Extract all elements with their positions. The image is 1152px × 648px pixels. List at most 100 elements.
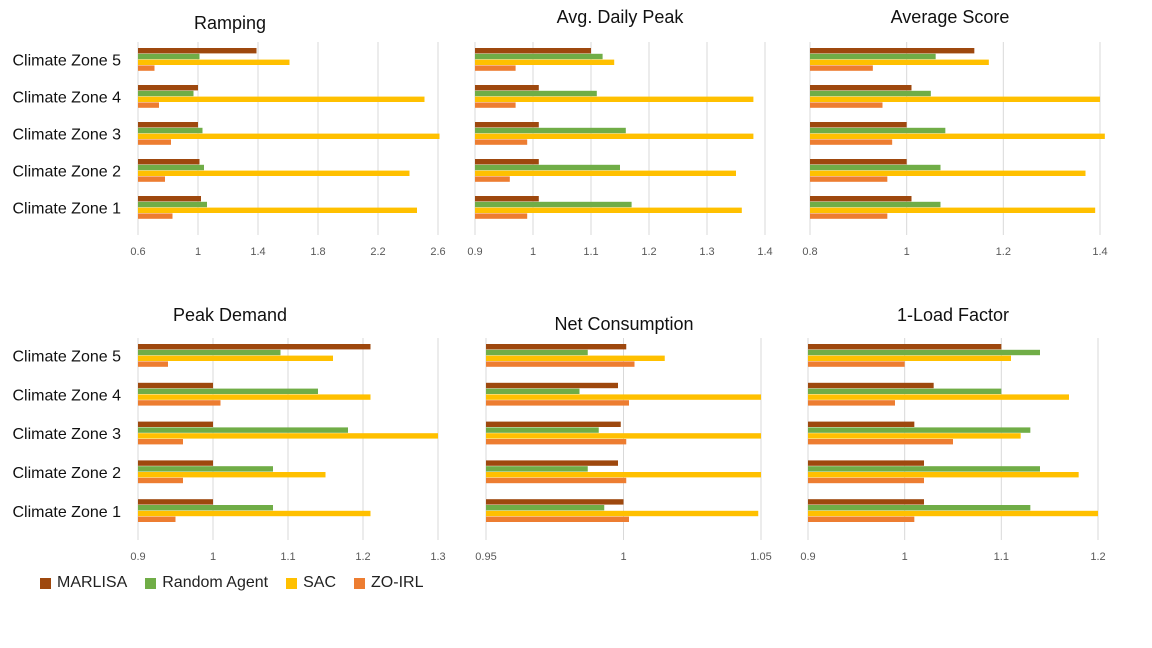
- average-score-tick-label-0: 0.8: [802, 246, 817, 258]
- average-score-bar-climate-zone-1-marlisa: [810, 196, 912, 202]
- 1-load-factor-bar-climate-zone-2-zo-irl: [808, 477, 924, 484]
- avg-daily-peak-bar-climate-zone-2-zo-irl: [475, 176, 510, 182]
- 1-load-factor-bar-climate-zone-1-sac: [808, 510, 1098, 517]
- peak-demand-category-label-climate-zone-2: Climate Zone 2: [13, 465, 122, 482]
- avg-daily-peak-tick-label-3: 1.2: [641, 246, 656, 258]
- avg-daily-peak-bar-climate-zone-1-random-agent: [475, 201, 632, 208]
- 1-load-factor-tick-label-0: 0.9: [800, 551, 815, 563]
- avg-daily-peak-bar-climate-zone-1-marlisa: [475, 196, 539, 202]
- ramping-tick-label-4: 2.2: [370, 246, 385, 258]
- 1-load-factor-tick-label-2: 1.1: [994, 551, 1009, 563]
- avg-daily-peak-bar-climate-zone-5-zo-irl: [475, 65, 516, 71]
- 1-load-factor-bar-climate-zone-4-zo-irl: [808, 400, 895, 406]
- ramping-bar-climate-zone-1-marlisa: [138, 196, 201, 202]
- peak-demand-bar-climate-zone-3-marlisa: [138, 421, 213, 427]
- peak-demand-tick-label-4: 1.3: [430, 551, 445, 563]
- 1-load-factor-bar-climate-zone-5-random-agent: [808, 349, 1040, 356]
- ramping-tick-label-2: 1.4: [250, 246, 265, 258]
- ramping-bar-climate-zone-4-random-agent: [138, 90, 194, 97]
- avg-daily-peak-bar-climate-zone-4-random-agent: [475, 90, 597, 97]
- net-consumption-bar-climate-zone-5-zo-irl: [486, 361, 635, 367]
- average-score-bar-climate-zone-5-zo-irl: [810, 65, 873, 71]
- ramping-bar-climate-zone-2-random-agent: [138, 164, 204, 171]
- ramping-category-label-climate-zone-4: Climate Zone 4: [13, 90, 122, 107]
- ramping-bar-climate-zone-3-marlisa: [138, 122, 198, 128]
- net-consumption-tick-label-1: 1: [620, 551, 626, 563]
- avg-daily-peak-bar-climate-zone-2-random-agent: [475, 164, 620, 171]
- legend-swatch-random-agent: [145, 577, 157, 589]
- legend-label-sac: SAC: [303, 574, 337, 591]
- legend-label-zo-irl: ZO-IRL: [371, 574, 424, 591]
- average-score-bar-climate-zone-3-zo-irl: [810, 139, 893, 145]
- legend-item-zo-irl: ZO-IRL: [354, 574, 423, 592]
- peak-demand-bar-climate-zone-5-zo-irl: [138, 361, 168, 367]
- average-score-bar-climate-zone-2-marlisa: [810, 159, 907, 165]
- net-consumption-bar-climate-zone-3-sac: [486, 433, 761, 439]
- ramping-bar-climate-zone-2-zo-irl: [138, 176, 165, 182]
- peak-demand-bar-climate-zone-5-marlisa: [138, 344, 371, 350]
- peak-demand-bar-climate-zone-4-random-agent: [138, 388, 318, 394]
- 1-load-factor-bar-climate-zone-1-random-agent: [808, 505, 1031, 511]
- avg-daily-peak-bar-climate-zone-3-sac: [475, 133, 754, 139]
- peak-demand-category-label-climate-zone-1: Climate Zone 1: [13, 504, 122, 521]
- average-score-bar-climate-zone-5-sac: [810, 59, 989, 65]
- peak-demand-bar-climate-zone-3-zo-irl: [138, 439, 183, 445]
- avg-daily-peak-bar-climate-zone-4-marlisa: [475, 85, 539, 91]
- ramping-bar-climate-zone-2-marlisa: [138, 159, 200, 165]
- legend-label-random-agent: Random Agent: [162, 574, 269, 591]
- peak-demand-bar-climate-zone-1-marlisa: [138, 499, 213, 505]
- legend-label-marlisa: MARLISA: [57, 574, 128, 591]
- net-consumption-title: Net Consumption: [554, 314, 693, 334]
- avg-daily-peak-bar-climate-zone-3-random-agent: [475, 127, 626, 134]
- ramping-bar-climate-zone-4-marlisa: [138, 85, 198, 91]
- legend-item-marlisa: MARLISA: [40, 574, 127, 592]
- 1-load-factor-tick-label-3: 1.2: [1090, 551, 1105, 563]
- average-score-bar-climate-zone-1-random-agent: [810, 201, 941, 208]
- net-consumption-bar-climate-zone-3-random-agent: [486, 427, 599, 433]
- net-consumption-bar-climate-zone-4-zo-irl: [486, 400, 629, 406]
- avg-daily-peak-bar-climate-zone-5-random-agent: [475, 53, 603, 60]
- net-consumption-bar-climate-zone-1-random-agent: [486, 505, 605, 511]
- ramping-category-label-climate-zone-3: Climate Zone 3: [13, 127, 122, 144]
- average-score-bar-climate-zone-3-random-agent: [810, 127, 946, 134]
- legend-swatch-zo-irl: [354, 577, 366, 589]
- average-score-bar-climate-zone-2-sac: [810, 170, 1086, 176]
- peak-demand-bar-climate-zone-2-sac: [138, 472, 326, 478]
- legend-swatch-marlisa: [40, 577, 51, 589]
- peak-demand-bar-climate-zone-5-sac: [138, 355, 333, 361]
- peak-demand-category-label-climate-zone-5: Climate Zone 5: [13, 349, 122, 366]
- net-consumption-bar-climate-zone-5-marlisa: [486, 344, 627, 350]
- ramping-bar-climate-zone-1-zo-irl: [138, 213, 173, 219]
- ramping-tick-label-3: 1.8: [310, 246, 325, 258]
- peak-demand-tick-label-2: 1.1: [280, 551, 295, 563]
- avg-daily-peak-bar-climate-zone-5-sac: [475, 59, 615, 65]
- ramping-bar-climate-zone-3-zo-irl: [138, 139, 171, 145]
- avg-daily-peak-bar-climate-zone-3-marlisa: [475, 122, 539, 128]
- ramping-bar-climate-zone-4-sac: [138, 96, 425, 102]
- peak-demand-bar-climate-zone-4-marlisa: [138, 382, 213, 389]
- ramping-category-label-climate-zone-5: Climate Zone 5: [13, 53, 122, 70]
- avg-daily-peak-bar-climate-zone-5-marlisa: [475, 48, 591, 54]
- legend: MARLISA Random Agent SAC ZO-IRL: [40, 574, 441, 592]
- ramping-bar-climate-zone-4-zo-irl: [138, 102, 159, 108]
- ramping-tick-label-5: 2.6: [430, 246, 445, 258]
- avg-daily-peak-tick-label-0: 0.9: [467, 246, 482, 258]
- peak-demand-bar-climate-zone-4-sac: [138, 394, 371, 400]
- 1-load-factor-bar-climate-zone-3-marlisa: [808, 421, 915, 427]
- 1-load-factor-bar-climate-zone-2-sac: [808, 472, 1079, 478]
- ramping-category-label-climate-zone-2: Climate Zone 2: [13, 164, 122, 181]
- avg-daily-peak-title: Avg. Daily Peak: [557, 7, 685, 27]
- net-consumption-bar-climate-zone-3-zo-irl: [486, 439, 627, 445]
- ramping-bar-climate-zone-5-zo-irl: [138, 65, 155, 71]
- net-consumption-bar-climate-zone-2-sac: [486, 472, 761, 478]
- 1-load-factor-bar-climate-zone-4-random-agent: [808, 388, 1002, 394]
- peak-demand-bar-climate-zone-3-random-agent: [138, 427, 348, 433]
- net-consumption-bar-climate-zone-1-zo-irl: [486, 516, 629, 522]
- peak-demand-bar-climate-zone-2-marlisa: [138, 460, 213, 466]
- ramping-bar-climate-zone-3-random-agent: [138, 127, 203, 134]
- net-consumption-bar-climate-zone-4-marlisa: [486, 382, 618, 389]
- ramping-bar-climate-zone-3-sac: [138, 133, 440, 139]
- peak-demand-bar-climate-zone-2-zo-irl: [138, 477, 183, 484]
- net-consumption-bar-climate-zone-1-sac: [486, 510, 759, 517]
